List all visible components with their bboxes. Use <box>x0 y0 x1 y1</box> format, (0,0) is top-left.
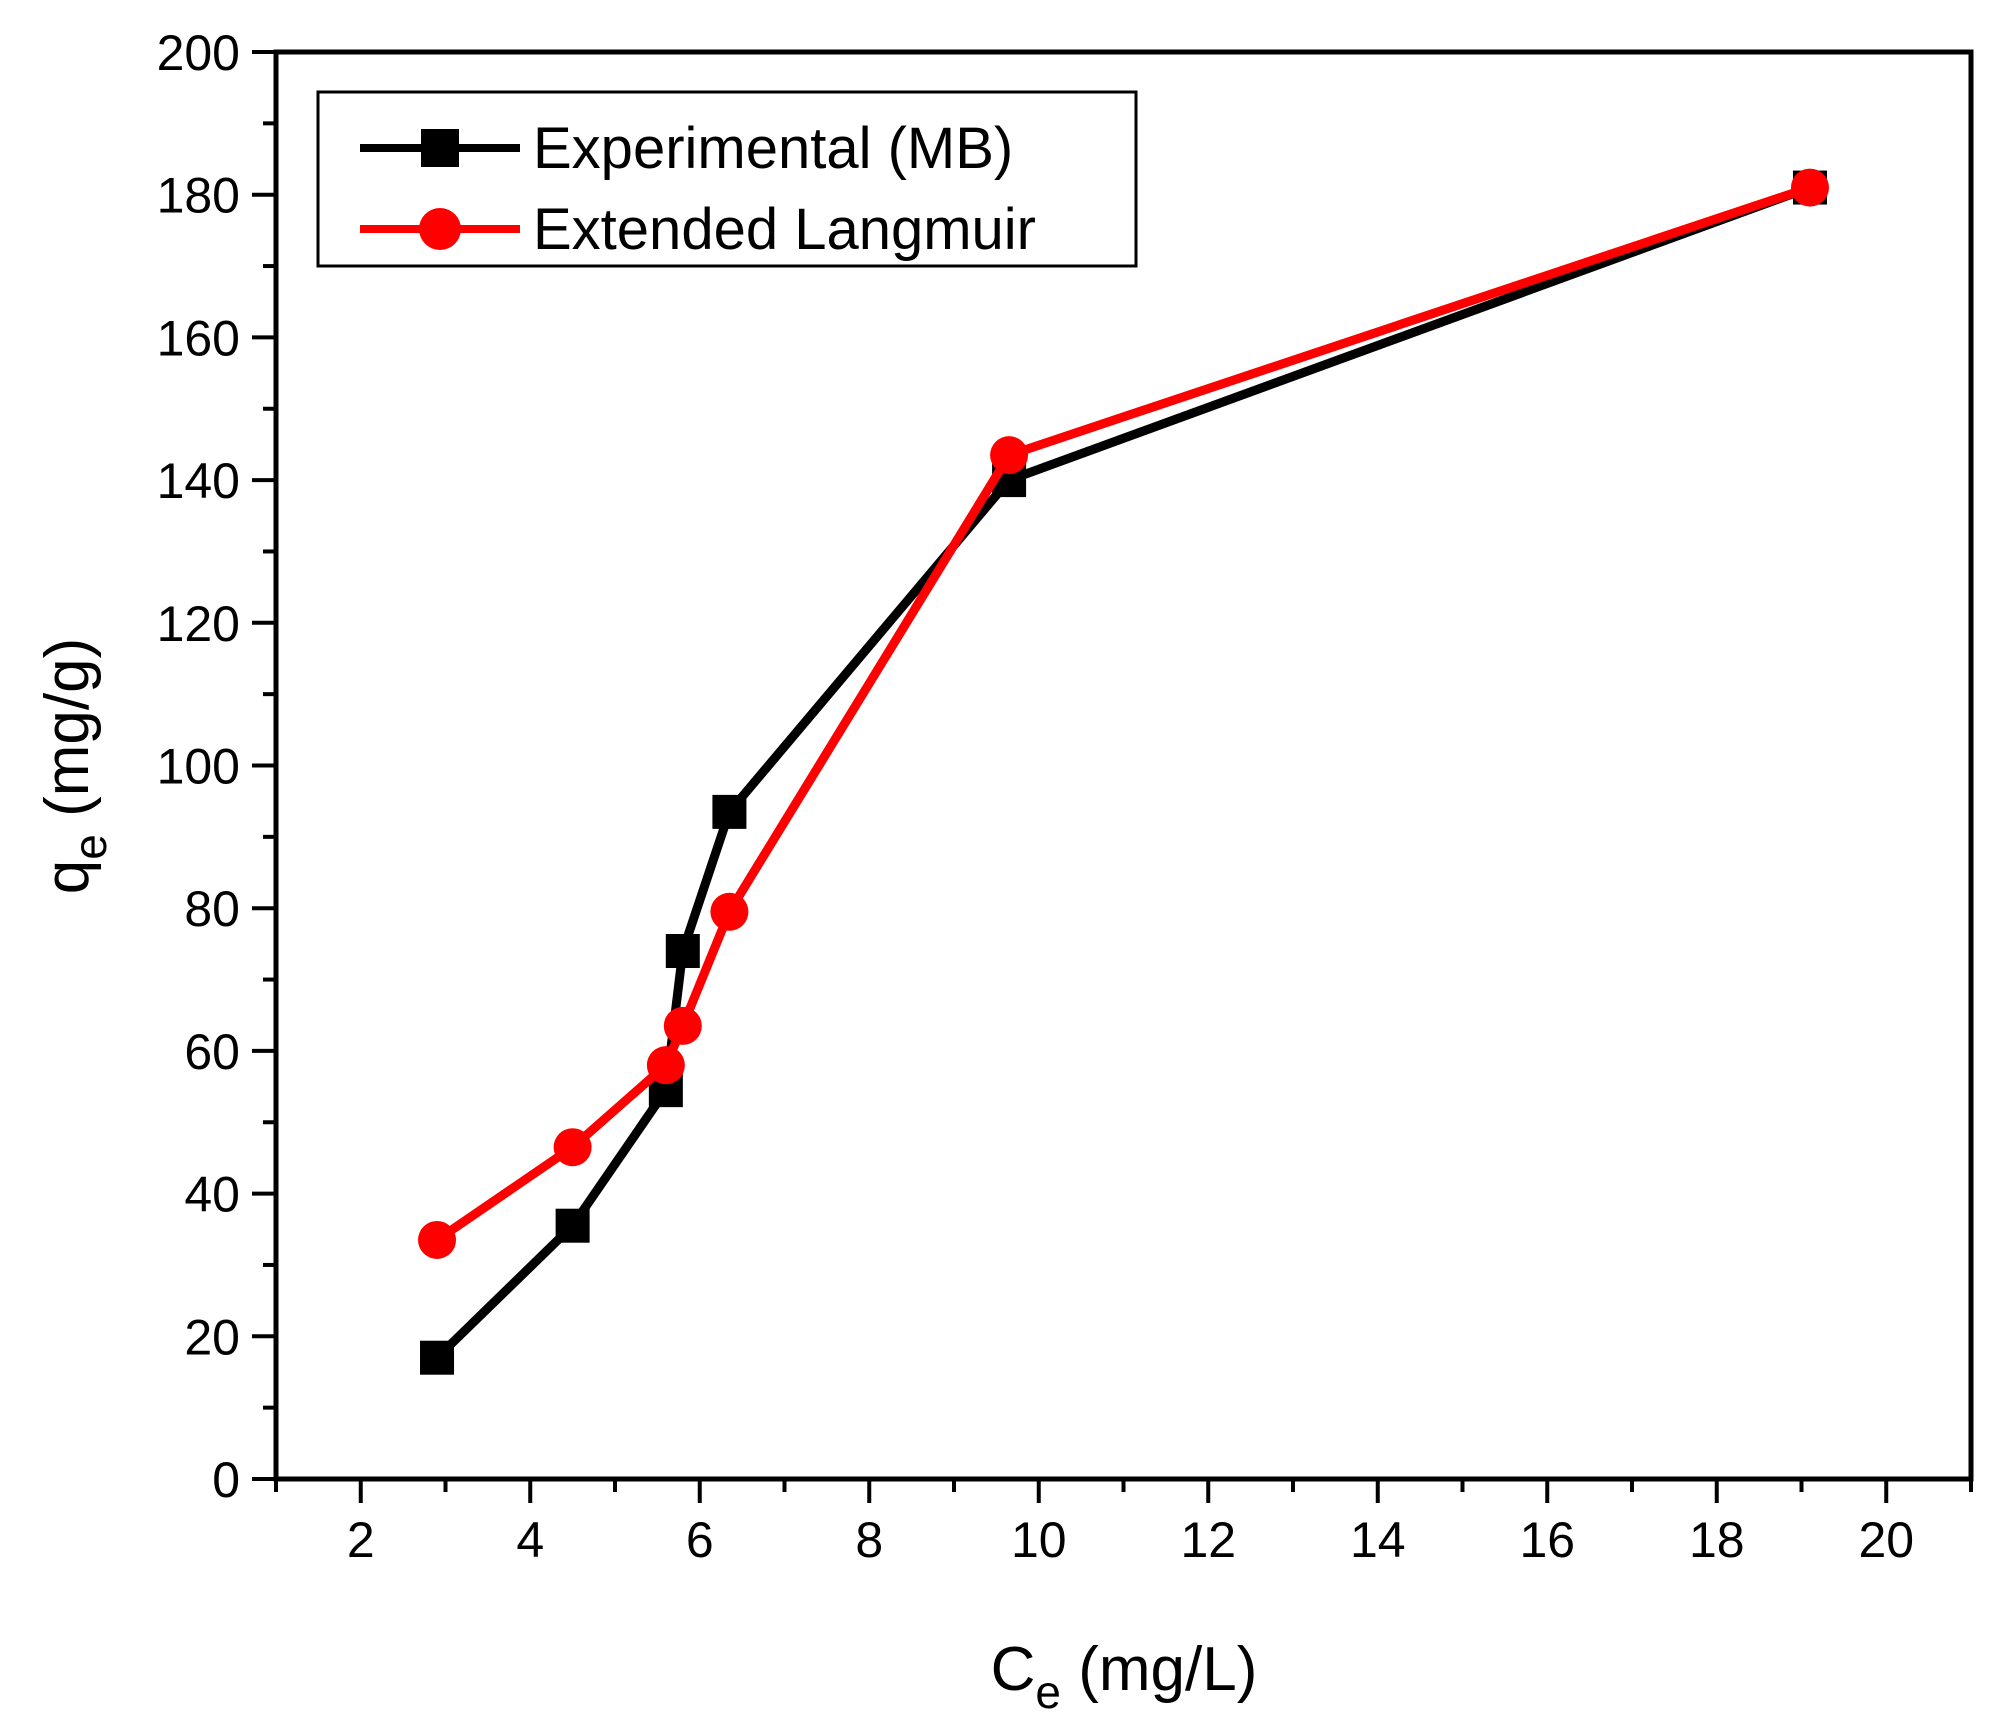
y-tick-label: 20 <box>184 1309 240 1365</box>
x-axis: 2 4 6 8 10 12 14 16 18 20 <box>274 1479 1973 1568</box>
x-tick-label: 4 <box>516 1512 544 1568</box>
data-point-square <box>712 794 747 829</box>
x-axis-title: Ce (mg/L) <box>991 1635 1258 1718</box>
data-point-circle <box>418 1220 457 1259</box>
y-axis: 0 20 40 60 80 100 120 140 160 180 200 <box>157 25 276 1508</box>
data-point-square <box>420 1340 455 1375</box>
x-tick-label: 16 <box>1519 1512 1575 1568</box>
x-tick-label: 10 <box>1011 1512 1067 1568</box>
legend-marker-langmuir <box>419 208 461 250</box>
series-line-1 <box>434 183 1812 1244</box>
y-tick-label: 100 <box>157 739 240 795</box>
data-point-square <box>555 1208 590 1243</box>
data-point-square <box>665 934 700 969</box>
data-point-circle <box>663 1006 702 1045</box>
y-tick-label: 120 <box>157 596 240 652</box>
y-tick-label: 80 <box>184 881 240 937</box>
legend-label-experimental: Experimental (MB) <box>533 116 1013 181</box>
y-tick-label: 60 <box>184 1024 240 1080</box>
x-tick-label: 8 <box>855 1512 883 1568</box>
data-point-circle <box>553 1128 592 1167</box>
data-point-circle <box>646 1046 685 1085</box>
y-tick-label: 160 <box>157 310 240 366</box>
x-tick-label: 12 <box>1180 1512 1236 1568</box>
x-tick-label: 18 <box>1689 1512 1745 1568</box>
legend-label-langmuir: Extended Langmuir <box>533 197 1036 262</box>
x-tick-label: 6 <box>686 1512 714 1568</box>
x-tick-label: 14 <box>1350 1512 1406 1568</box>
y-tick-label: 180 <box>157 168 240 224</box>
series-line-0 <box>433 183 1812 1361</box>
legend: Experimental (MB) Extended Langmuir <box>316 90 1138 268</box>
data-point-circle <box>710 892 749 931</box>
y-axis-title: qe (mg/g) <box>33 638 116 894</box>
x-tick-label: 20 <box>1858 1512 1914 1568</box>
y-tick-label: 140 <box>157 453 240 509</box>
legend-marker-experimental <box>421 129 459 167</box>
y-tick-label: 0 <box>212 1452 240 1508</box>
data-point-circle <box>1790 168 1829 207</box>
data-point-circle <box>990 436 1029 475</box>
y-tick-label: 200 <box>157 25 240 81</box>
series-layer <box>418 168 1829 1375</box>
x-tick-label: 2 <box>347 1512 375 1568</box>
y-tick-label: 40 <box>184 1167 240 1223</box>
